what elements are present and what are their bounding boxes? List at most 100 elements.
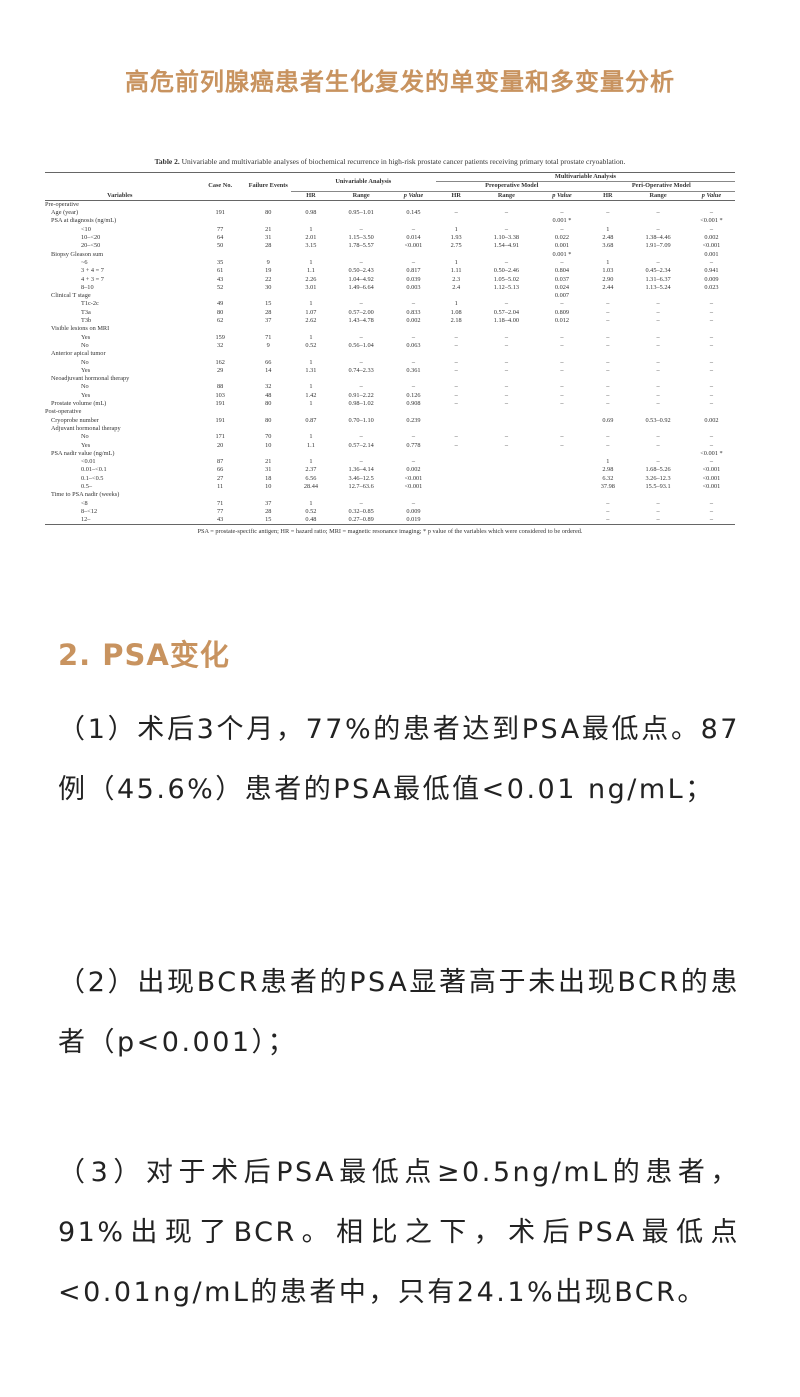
cell-pre-range: –	[504, 433, 508, 441]
cell-pre-range: –	[504, 358, 508, 366]
cell-uni-hr: 0.87	[305, 416, 317, 424]
table-caption: Table 2. Univariable and multivariable a…	[45, 157, 735, 166]
cell-uni-range: –	[359, 383, 363, 391]
cell-variable: No	[81, 383, 89, 391]
cell-failure-events: 9	[266, 258, 270, 266]
results-table: Variables Case No. Failure Events Univar…	[45, 172, 735, 525]
cell-uni-range: 1.04–4.92	[348, 275, 374, 283]
cell-variable: Post-operative	[45, 408, 82, 416]
cell-uni-p	[391, 408, 436, 416]
cell-peri-hr: –	[606, 209, 610, 217]
cell-peri-p	[688, 375, 735, 383]
cell-peri-range: 1.38–4.46	[645, 234, 671, 242]
header-variables: Variables	[107, 191, 133, 199]
cell-variable: No	[81, 433, 89, 441]
cell-uni-hr: 6.56	[305, 474, 317, 482]
cell-case-no	[195, 408, 246, 416]
cell-peri-p: <0.001	[702, 474, 721, 482]
cell-pre-p	[536, 200, 587, 209]
cell-pre-range: –	[504, 391, 508, 399]
cell-peri-range: 0.45–2.34	[645, 267, 671, 275]
paragraph-1: （1）术后3个月，77%的患者达到PSA最低点。87例（45.6%）患者的PSA…	[58, 714, 740, 805]
cell-pre-hr: –	[454, 358, 458, 366]
cell-uni-p: 0.014	[406, 234, 421, 242]
cell-uni-range: 1.78–5.57	[348, 242, 374, 250]
table-row: Yes 29 14 1.31 0.74–2.33 0.361 – – – – – –	[45, 367, 735, 375]
cell-uni-hr: 3.01	[305, 283, 317, 291]
cell-uni-p	[391, 491, 436, 499]
cell-peri-p: <0.001	[702, 482, 721, 490]
cell-uni-p: 0.002	[406, 466, 421, 474]
cell-failure-events: 32	[265, 383, 272, 391]
cell-uni-range	[331, 200, 391, 209]
cell-peri-p: 0.002	[704, 234, 719, 242]
table-row: 0.1–<0.5 27 18 6.56 3.46–12.5 <0.001 6.32 3.26–…	[45, 475, 735, 483]
cell-uni-p: 0.003	[406, 283, 421, 291]
cell-uni-hr: 1	[309, 383, 313, 391]
cell-pre-hr	[436, 217, 477, 225]
cell-uni-hr: 1	[309, 499, 313, 507]
cell-uni-p: 0.833	[406, 308, 421, 316]
cell-uni-hr: 1	[309, 300, 313, 308]
cell-peri-hr	[588, 325, 629, 333]
cell-failure-events: 70	[265, 433, 272, 441]
cell-peri-p: –	[709, 391, 714, 399]
cell-peri-p: –	[709, 333, 714, 341]
cell-uni-hr: 1	[309, 225, 313, 233]
header-p-value: p Value	[701, 191, 722, 199]
cell-peri-p: <0.001	[702, 466, 721, 474]
cell-pre-p: –	[560, 358, 564, 366]
cell-failure-events: 18	[265, 474, 272, 482]
table-row: 3 + 4 = 7 61 19 1.1 0.50–2.43 0.817 1.11 0.50–2…	[45, 267, 735, 275]
cell-uni-range: –	[359, 499, 363, 507]
article-title: 高危前列腺癌患者生化复发的单变量和多变量分析	[125, 68, 675, 96]
cell-variable: 8–10	[81, 283, 94, 291]
caption-text: Univariable and multivariable analyses o…	[179, 157, 626, 166]
cell-pre-range	[476, 491, 536, 499]
cell-variable: Biopsy Gleason sum	[51, 250, 104, 258]
cell-peri-hr: –	[606, 341, 610, 349]
cell-uni-hr: 1	[309, 358, 313, 366]
cell-pre-p: 0.007	[554, 292, 570, 300]
cell-variable: T1c-2c	[81, 300, 99, 308]
cell-variable: Visible lesions on MRI	[51, 325, 110, 333]
cell-failure-events	[246, 450, 291, 458]
cell-uni-range: 1.43–4.78	[348, 317, 374, 325]
cell-pre-range: –	[504, 366, 508, 374]
cell-pre-p: 0.001 *	[552, 250, 572, 258]
cell-uni-range: 3.46–12.5	[348, 474, 374, 482]
cell-failure-events: 71	[265, 333, 272, 341]
cell-uni-range: –	[359, 300, 363, 308]
header-failure-events: Failure Events	[248, 182, 288, 190]
paragraph-3: （3）对于术后PSA最低点≥0.5ng/mL的患者，91%出现了BCR。相比之下…	[58, 1157, 740, 1308]
header-range: Range	[497, 191, 515, 199]
cell-failure-events	[246, 200, 291, 209]
cell-pre-range	[476, 466, 536, 474]
cell-variable: 12–	[81, 516, 91, 524]
cell-peri-range	[628, 325, 688, 333]
cell-variable: Pre-operative	[45, 200, 79, 208]
cell-pre-hr	[436, 491, 477, 499]
table-row: T3a 80 28 1.07 0.57–2.00 0.833 1.08 0.57–2.04 0.…	[45, 309, 735, 317]
cell-peri-hr: 2.48	[602, 234, 614, 242]
cell-pre-range: 1.10–3.38	[493, 234, 519, 242]
cell-failure-events: 31	[265, 466, 272, 474]
cell-pre-range: 0.57–2.04	[493, 308, 519, 316]
table-row: Time to PSA nadir (weeks)	[45, 491, 735, 499]
cell-peri-p	[688, 292, 735, 300]
cell-pre-range	[476, 475, 536, 483]
cell-uni-p: 0.019	[406, 516, 421, 524]
cell-peri-range: –	[656, 300, 660, 308]
cell-uni-p: –	[411, 358, 416, 366]
cell-failure-events: 80	[265, 209, 272, 217]
cell-failure-events	[246, 491, 291, 499]
cell-pre-p: –	[560, 225, 564, 233]
table-row: Cryoprobe number 191 80 0.87 0.70–1.10 0.239 0…	[45, 417, 735, 425]
cell-pre-hr	[436, 350, 477, 358]
table-row: Biopsy Gleason sum 0.001 * 0.001	[45, 251, 735, 259]
cell-uni-p: 0.145	[406, 209, 421, 217]
cell-case-no: 20	[217, 441, 224, 449]
cell-uni-hr: 0.52	[305, 341, 317, 349]
cell-pre-range: 1.05–5.02	[493, 275, 519, 283]
cell-peri-range: –	[656, 433, 660, 441]
